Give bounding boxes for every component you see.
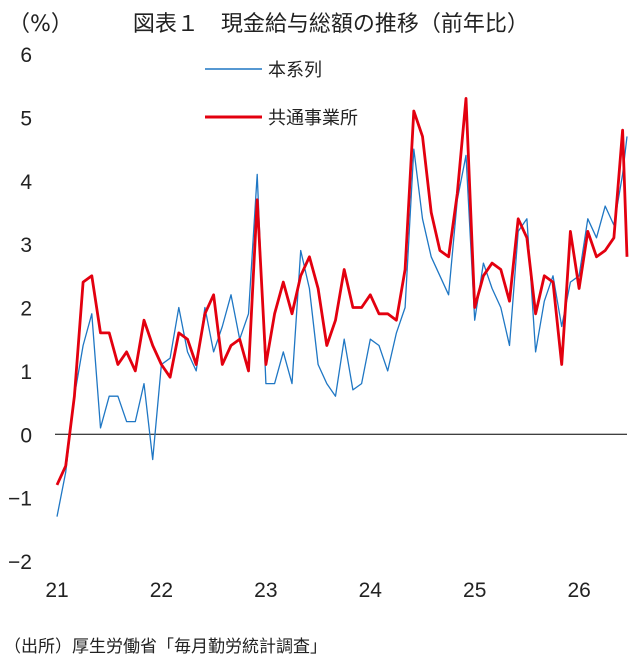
y-tick-label: 6 bbox=[20, 44, 32, 67]
y-tick-label: 3 bbox=[20, 234, 32, 257]
title-row: （%） 図表１ 現金給与総額の推移（前年比） bbox=[8, 6, 529, 38]
y-tick-label: −1 bbox=[8, 488, 32, 511]
source-note: （出所）厚生労働省「毎月勤労統計調査」 bbox=[4, 637, 327, 657]
legend-label-series1: 本系列 bbox=[268, 60, 322, 81]
y-tick-label: 1 bbox=[20, 361, 32, 384]
x-tick-label: 26 bbox=[567, 579, 590, 602]
series-lines bbox=[55, 97, 629, 517]
y-axis-ticks: −2 −1 0 1 2 3 4 5 6 bbox=[8, 44, 32, 574]
y-unit-label: （%） bbox=[8, 12, 73, 37]
x-tick-label: 21 bbox=[45, 579, 68, 602]
x-axis-ticks: 21 22 23 24 25 26 bbox=[45, 579, 590, 602]
series-line-kyotsu-jigyosho bbox=[55, 97, 629, 486]
x-tick-label: 23 bbox=[254, 579, 277, 602]
y-tick-label: 4 bbox=[20, 171, 32, 194]
y-tick-label: −2 bbox=[8, 551, 32, 574]
y-tick-label: 5 bbox=[20, 107, 32, 130]
series-line-hon-keiretsu bbox=[56, 136, 628, 517]
legend-label-series2: 共通事業所 bbox=[268, 108, 358, 129]
x-tick-label: 22 bbox=[150, 579, 173, 602]
x-tick-label: 25 bbox=[463, 579, 486, 602]
legend: 本系列 共通事業所 bbox=[205, 60, 358, 129]
chart-title: 図表１ 現金給与総額の推移（前年比） bbox=[132, 12, 529, 37]
y-tick-label: 0 bbox=[20, 424, 32, 447]
x-tick-label: 24 bbox=[359, 579, 383, 602]
y-tick-label: 2 bbox=[20, 298, 32, 321]
